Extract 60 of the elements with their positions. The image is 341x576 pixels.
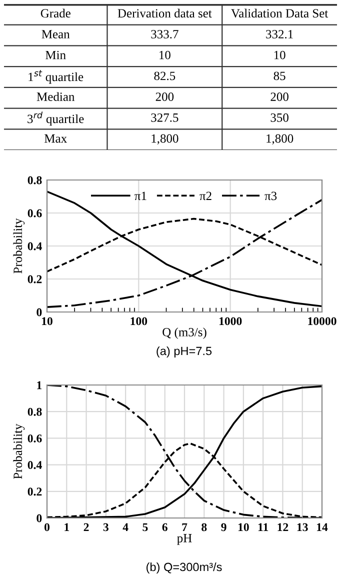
legend-label: π1 <box>134 192 146 200</box>
x-tick-label: 11 <box>258 523 268 532</box>
y-tick-label: 0 <box>36 514 42 522</box>
x-tick-label: 10 <box>238 523 249 532</box>
y-tick-label: 0.8 <box>28 176 42 184</box>
x-tick-label: 100 <box>130 317 148 326</box>
data-label: 1,800 <box>266 134 294 144</box>
x-tick-label: 10 <box>42 317 52 326</box>
category-label: 3$^{rd}$ quartile <box>28 112 84 126</box>
legend-label: π3 <box>264 192 277 200</box>
x-tick-label: 10000 <box>308 317 336 326</box>
y-tick-label: 0 <box>36 308 42 316</box>
x-tick-label: 3 <box>103 523 108 532</box>
x-tick-label: 8 <box>202 523 207 532</box>
y-tick-label: 0.2 <box>28 488 42 496</box>
x-tick-label: 14 <box>317 523 328 532</box>
y-tick-label: 1 <box>37 381 42 390</box>
data-label: 82.5 <box>154 72 176 80</box>
x-axis-title: pH <box>177 534 192 545</box>
y-tick-label: 0.2 <box>28 275 42 284</box>
data-label: 10 <box>160 50 170 60</box>
data-label: 350 <box>270 113 288 122</box>
data-label: 85 <box>274 72 286 80</box>
text: Grade <box>40 8 70 18</box>
y-axis-title: Probability <box>13 218 25 274</box>
x-tick-label: 1000 <box>219 317 242 326</box>
x-tick-label: 0 <box>44 523 50 532</box>
x-tick-label: 12 <box>278 523 288 532</box>
text: Derivation data set <box>118 8 212 18</box>
y-tick-label: 0.6 <box>28 209 42 218</box>
category-label: 1$^{st}$ quartile <box>28 70 84 84</box>
data-label: 200 <box>270 92 288 101</box>
data-label: 10 <box>274 50 286 60</box>
category-label: Min <box>46 50 66 60</box>
y-tick-label: 0.8 <box>28 408 42 416</box>
data-label: 1,800 <box>152 134 178 144</box>
y-tick-label: 0.6 <box>28 434 42 442</box>
data-label: 327.5 <box>151 113 178 122</box>
data-label: 333.7 <box>151 30 178 38</box>
data-label: 200 <box>156 92 174 101</box>
category-label: Median <box>36 92 75 101</box>
x-tick-label: 5 <box>142 523 148 532</box>
category-label: Max <box>44 134 67 143</box>
x-tick-label: 13 <box>297 523 308 532</box>
data-label: 332.1 <box>266 30 293 38</box>
x-tick-label: 9 <box>221 523 226 532</box>
x-tick-label: 6 <box>162 523 168 532</box>
y-tick-label: 0.4 <box>28 461 42 470</box>
x-axis-title: Q (m3/s) <box>162 328 206 339</box>
x-tick-label: 1 <box>64 523 69 532</box>
y-axis-title: Probability <box>13 424 25 479</box>
x-tick-label: 4 <box>122 523 128 532</box>
y-tick-label: 0.4 <box>28 242 42 250</box>
x-tick-label: 2 <box>84 523 89 532</box>
text: (a) pH=7.5 <box>156 346 212 358</box>
text: Validation Data Set <box>231 8 328 18</box>
legend-label: π2 <box>200 192 212 200</box>
category-label: Mean <box>42 30 70 38</box>
x-tick-label: 7 <box>182 523 188 532</box>
text: (b) Q=300m³/s <box>146 562 222 574</box>
